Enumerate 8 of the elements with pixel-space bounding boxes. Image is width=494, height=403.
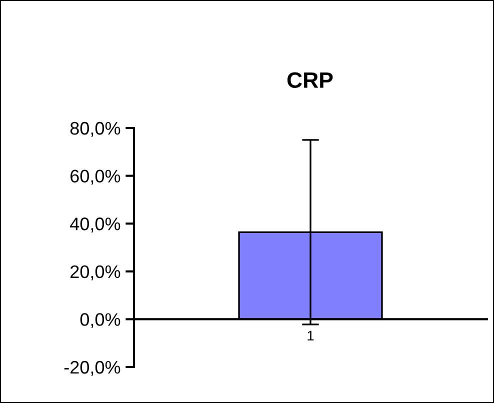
chart-title: CRP: [287, 72, 333, 88]
y-tick-label: -20,0%: [64, 360, 120, 376]
y-tick-label: 40,0%: [70, 218, 120, 232]
y-tick-label: 0,0%: [80, 313, 120, 328]
y-tick-label: 20,0%: [70, 265, 120, 280]
y-tick-label: 80,0%: [70, 122, 120, 137]
y-tick-label: 60,0%: [70, 170, 120, 185]
x-tick-label: 1: [308, 330, 314, 340]
